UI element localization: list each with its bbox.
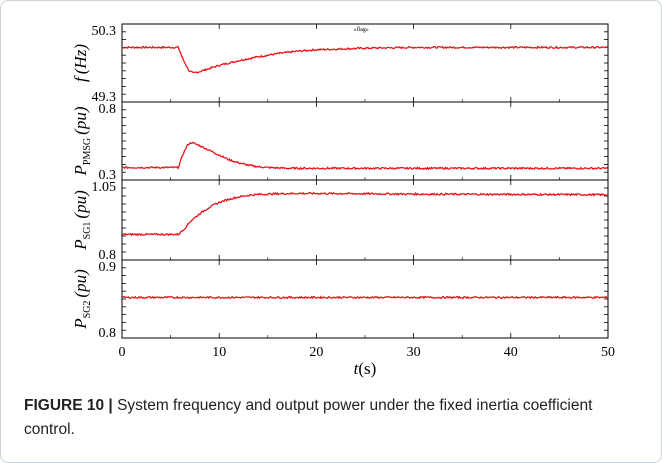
x-tick-label: 30 [407,345,421,360]
panel-annotation-f: «flag» [353,26,368,33]
y-tick-label-top-f: 50.3 [92,24,117,39]
caption-separator: | [108,397,113,414]
panel-frame-sg1 [121,179,609,261]
panel-frame-sg2 [121,259,609,339]
x-tick-label: 10 [212,345,226,360]
y-tick-label-bottom-sg1: 0.8 [99,248,117,263]
y-tick-label-top-sg2: 0.9 [99,260,117,275]
y-tick-label-bottom-pmsg: 0.3 [99,168,117,183]
figure-chart: 50.3 49.3f(Hz) «flag» 0.8 0.3 PPMSG(pu) 1.05 0.… [71,23,615,378]
y-axis-label-f: f(Hz) [71,44,90,82]
y-axis-label-sg1: PSG1(pu) [71,190,93,251]
x-tick-label: 20 [309,345,323,360]
y-tick-label-top-pmsg: 0.8 [99,102,117,117]
series-line-sg2 [121,295,609,300]
series-line-sg1 [121,191,609,237]
y-axis-label-pmsg: PPMSG(pu) [71,106,93,176]
x-axis-label: t(s) [354,359,377,378]
x-tick-label: 0 [119,345,126,360]
series-line-pmsg [121,141,609,171]
caption-text: System frequency and output power under … [24,397,593,438]
series-line-f [121,45,609,74]
y-tick-label-bottom-sg2: 0.8 [99,326,117,341]
x-tick-label: 50 [601,345,615,360]
y-axis-label-sg2: PSG2(pu) [71,269,93,330]
caption-label: FIGURE 10 [24,397,105,414]
y-tick-label-top-sg1: 1.05 [92,180,117,195]
panel-frame-f [121,23,609,103]
figure-caption: FIGURE 10 | System frequency and output … [24,394,634,442]
x-tick-label: 40 [504,345,518,360]
y-tick-label-bottom-f: 49.3 [92,90,117,105]
